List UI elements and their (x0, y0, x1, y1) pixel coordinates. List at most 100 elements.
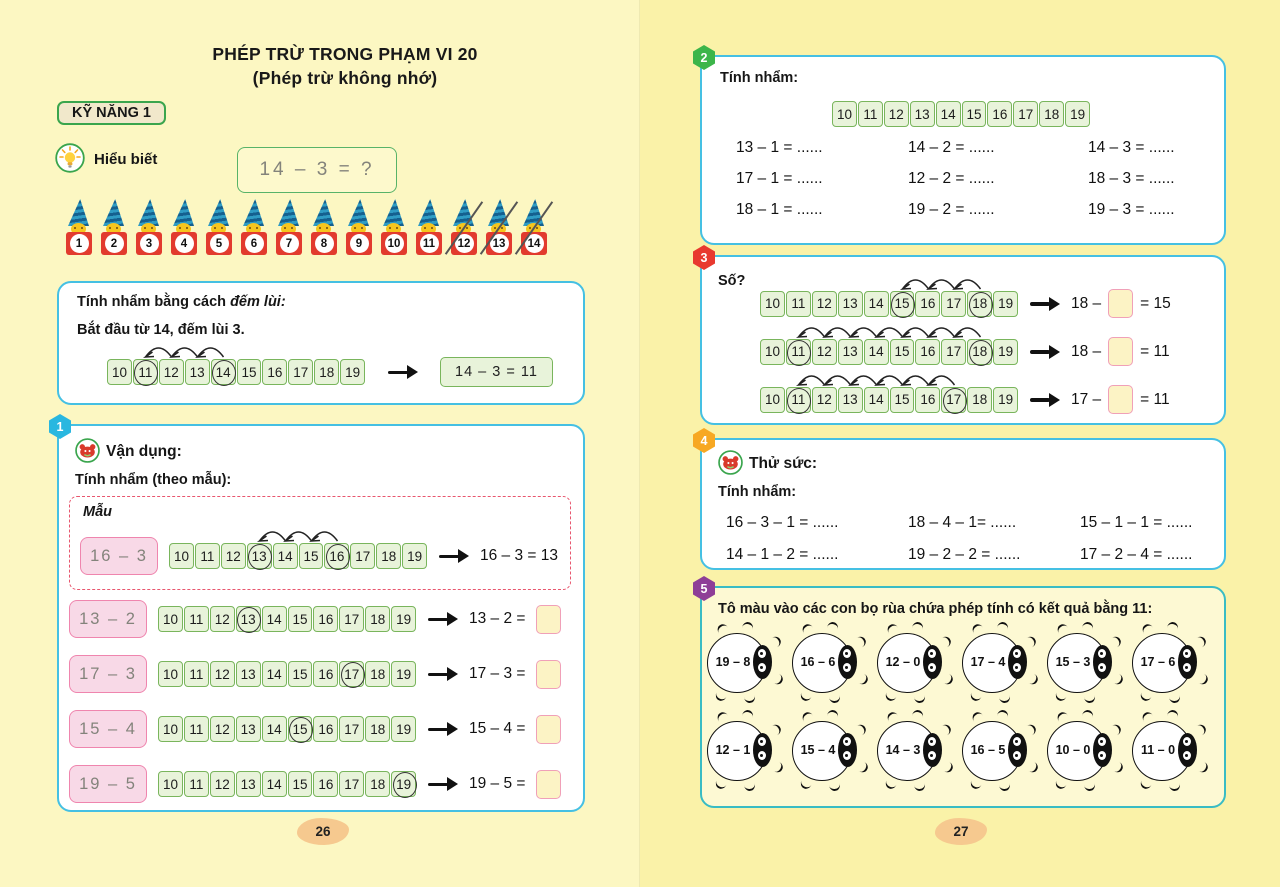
expression-box: 17 – 3 (69, 655, 147, 693)
strip-cell: 16 (915, 290, 941, 317)
ladybug-eye-icon (1013, 663, 1021, 672)
ladybug-expression: 15 – 3 (1055, 655, 1091, 669)
section-3-heading: Số? (718, 273, 746, 289)
equation-text: 17 – 1 = ...... (736, 170, 823, 187)
gnome-number: 1 (69, 234, 89, 253)
strip-cell: 12 (209, 771, 235, 797)
strip-cell: 17 (350, 543, 376, 569)
equation-text: 19 – 5 = (469, 775, 526, 792)
countback-hint-box: Tính nhẩm bằng cách đếm lùi: Bắt đầu từ … (57, 281, 585, 405)
strip-cell: 14 (935, 101, 961, 127)
answer-box (536, 604, 562, 634)
strip-cell: 12 (220, 543, 246, 569)
strip-cell: 15 (961, 101, 987, 127)
section-2-equations: 13 – 1 = ...... 14 – 2 = ...... 14 – 3 = .… (736, 139, 1236, 219)
ladybug-head-icon (838, 645, 857, 679)
equation-right: = 11 (1140, 390, 1170, 408)
ladybug-expression: 19 – 8 (715, 655, 751, 669)
ladybug-leg-icon (995, 621, 1010, 636)
ladybug-head-icon (1178, 733, 1197, 767)
strip-cell: 19 (391, 771, 417, 798)
strip-cell: 13 (235, 716, 261, 742)
gnome-hat-icon (348, 199, 369, 226)
strip-cell: 11 (785, 386, 812, 414)
strip-cell: 14 (210, 359, 237, 386)
ladybug-eye-icon (1013, 649, 1021, 658)
circled-number-mark (787, 387, 812, 414)
gnome-hat-icon (68, 199, 89, 226)
strip-cell: 18 (365, 771, 391, 797)
gnome-body: 5 (206, 232, 232, 255)
gnome-body: 4 (171, 232, 197, 255)
ladybug-leg-icon (742, 777, 757, 792)
ladybug-leg-icon (910, 709, 925, 724)
strip-cell: 13 (235, 606, 262, 633)
strip-cell: 12 (811, 338, 837, 365)
strip-cell: 10 (832, 101, 857, 127)
ladybug-eye-icon (928, 649, 936, 658)
equation-left: 17 – (1071, 390, 1102, 408)
section-5-panel: 5 Tô màu vào các con bọ rùa chứa phép tí… (693, 576, 1226, 808)
strip-cell: 13 (235, 771, 261, 797)
circled-number-mark (134, 360, 159, 386)
ladybug-expression: 11 – 0 (1140, 743, 1176, 757)
ladybug-eye-icon (1183, 663, 1191, 672)
section-1-panel: 1 Vận dụng: Tính nhẩm (theo mẫu): Mẫu 16… (49, 414, 585, 812)
lightbulb-icon (55, 143, 85, 178)
answer-box (1108, 385, 1134, 414)
strip-cell: 16 (987, 101, 1013, 127)
strip-cell: 16 (262, 359, 288, 385)
answer-box (1108, 337, 1134, 366)
strip-cell: 11 (183, 661, 209, 687)
gnome-body: 2 (101, 232, 127, 255)
strip-cell: 11 (785, 338, 812, 366)
strip-cell: 13 (246, 543, 273, 570)
ladybug-leg-icon (853, 758, 870, 775)
sample-label: Mẫu (83, 504, 112, 520)
countback-line1-normal: Tính nhẩm bằng cách (77, 294, 231, 310)
strip-cell: 11 (183, 716, 209, 742)
arrow-right-icon (1030, 296, 1060, 311)
strip-cell: 11 (132, 359, 159, 386)
number-strip: 10 11 12 13 14 15 16 17 18 19 (832, 101, 1091, 127)
strip-cells: 10 11 12 13 14 15 16 17 18 19 (158, 716, 417, 743)
section-1-heading: Vận dụng: (106, 443, 182, 460)
ladybug-leg-icon (1082, 689, 1097, 704)
ladybug-expression: 16 – 5 (970, 743, 1006, 757)
gnome-figure: 11 (412, 199, 446, 257)
circled-number-mark (891, 291, 916, 318)
strip-cells: 10 11 12 13 14 15 16 17 18 19 (107, 359, 366, 386)
sample-result: 16 – 3 = 13 (480, 547, 558, 564)
strip-cell: 14 (261, 716, 287, 742)
ladybug-leg-icon (853, 670, 870, 687)
strip-cell: 12 (209, 606, 235, 632)
fill-in-row: 10 11 12 13 14 15 16 17 18 19 18 – = 11 (760, 326, 1171, 366)
count-back-arrows (142, 347, 225, 358)
ladybug-leg-icon (1193, 670, 1210, 687)
strip-cell: 18 (376, 543, 402, 569)
expression-box: 13 – 2 (69, 600, 147, 638)
arrow-right-icon (428, 612, 458, 626)
circled-number-mark (248, 544, 273, 570)
gnome-number: 12 (454, 234, 474, 253)
strip-cell: 10 (169, 543, 194, 569)
skill-badge: KỸ NĂNG 1 (57, 101, 166, 125)
section-4-panel: 4 Thử sức: Tính nhẩm: 16 – 3 – 1 = .....… (693, 428, 1226, 570)
ladybug-figure: 16 – 5 (961, 709, 1041, 792)
section-1-badge: 1 (49, 414, 71, 439)
strip-cell: 17 (941, 290, 967, 317)
number-strip: 10 11 12 13 14 15 16 17 18 19 (158, 661, 417, 688)
strip-cell: 14 (863, 290, 889, 317)
ladybug-leg-icon (912, 689, 927, 704)
strip-cell: 13 (909, 101, 935, 127)
section-2-panel: 2 Tính nhẩm: 10 11 12 13 14 15 16 17 18 19 13 – 1… (693, 45, 1226, 245)
ladybug-figure: 17 – 4 (961, 621, 1041, 704)
ladybug-figure: 17 – 6 (1131, 621, 1211, 704)
strip-cell: 15 (287, 771, 313, 797)
gnome-hat-icon (488, 199, 509, 226)
section-3-panel: 3 Số? 10 11 12 13 14 15 16 17 18 19 18 – = 15 10 11 12… (693, 245, 1226, 425)
sample-row: 16 – 3 10 11 12 13 14 15 16 17 18 19 16 – 3 = 13 (80, 531, 558, 575)
gnome-figure: 6 (237, 199, 271, 257)
strip-cell: 13 (837, 386, 863, 413)
